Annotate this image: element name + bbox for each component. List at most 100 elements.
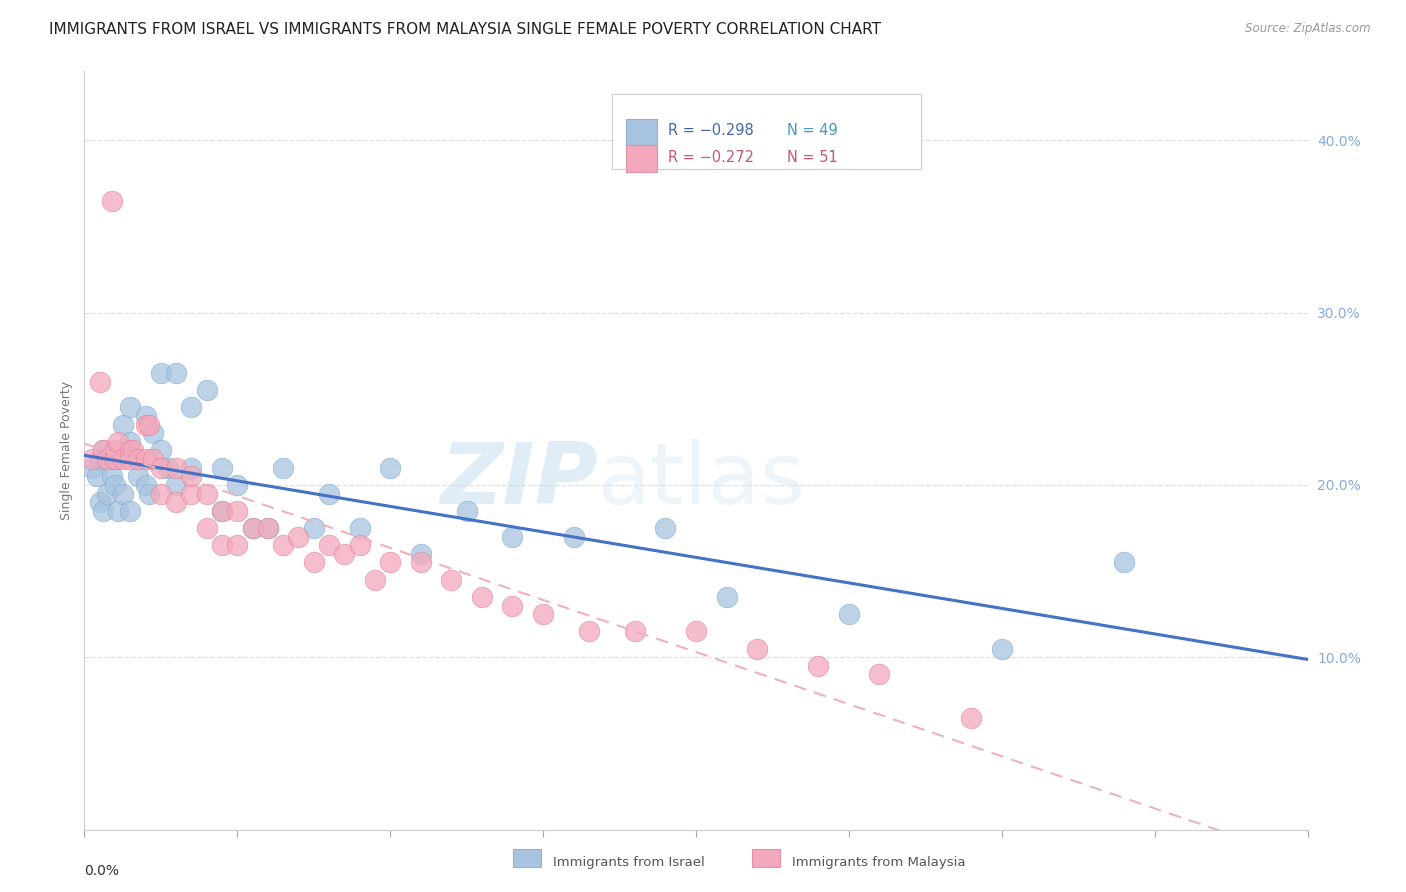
Point: [271, 460, 294, 475]
Point: [747, 641, 769, 656]
Text: N = 51: N = 51: [787, 150, 838, 165]
Point: [96, 452, 118, 467]
Point: [302, 556, 325, 570]
Point: [157, 460, 180, 475]
Point: [111, 452, 134, 467]
Point: [135, 452, 157, 467]
Point: [869, 667, 891, 681]
Point: [107, 504, 129, 518]
Point: [287, 530, 309, 544]
Point: [654, 521, 676, 535]
Point: [91, 504, 114, 518]
Point: [195, 486, 218, 500]
Point: [165, 460, 187, 475]
Point: [89, 452, 111, 467]
Point: [138, 486, 160, 500]
Point: [195, 383, 218, 397]
Point: [135, 478, 157, 492]
Point: [562, 530, 585, 544]
Point: [257, 521, 280, 535]
Point: [91, 443, 114, 458]
Point: [211, 504, 233, 518]
Point: [122, 443, 145, 458]
Point: [104, 478, 127, 492]
Point: [149, 366, 172, 380]
Point: [195, 521, 218, 535]
Point: [107, 434, 129, 449]
Point: [456, 504, 478, 518]
Point: [142, 452, 165, 467]
Point: [180, 469, 202, 483]
Point: [991, 641, 1014, 656]
Point: [578, 624, 600, 639]
Point: [349, 538, 371, 552]
Text: atlas: atlas: [598, 439, 806, 523]
Point: [180, 401, 202, 415]
Point: [149, 460, 172, 475]
Point: [226, 504, 249, 518]
Point: [349, 521, 371, 535]
Point: [89, 375, 111, 389]
Point: [101, 194, 124, 208]
Point: [149, 486, 172, 500]
Text: R = −0.272: R = −0.272: [668, 150, 754, 165]
Point: [96, 452, 118, 467]
Point: [127, 452, 149, 467]
Point: [142, 426, 165, 441]
Point: [364, 573, 387, 587]
Point: [120, 434, 142, 449]
Point: [135, 409, 157, 423]
Point: [89, 495, 111, 509]
Text: Source: ZipAtlas.com: Source: ZipAtlas.com: [1246, 22, 1371, 36]
Point: [242, 521, 264, 535]
Point: [80, 452, 103, 467]
Point: [138, 417, 160, 432]
Point: [302, 521, 325, 535]
Point: [226, 478, 249, 492]
Point: [211, 538, 233, 552]
Point: [80, 460, 103, 475]
Point: [120, 504, 142, 518]
Point: [111, 417, 134, 432]
Point: [180, 460, 202, 475]
Point: [104, 452, 127, 467]
Point: [120, 401, 142, 415]
Point: [226, 538, 249, 552]
Point: [685, 624, 707, 639]
Point: [165, 366, 187, 380]
Text: 0.0%: 0.0%: [84, 864, 120, 878]
Point: [807, 658, 830, 673]
Point: [624, 624, 647, 639]
Point: [165, 478, 187, 492]
Point: [409, 547, 432, 561]
Point: [104, 452, 127, 467]
Point: [502, 530, 524, 544]
Point: [271, 538, 294, 552]
Point: [318, 538, 340, 552]
Text: N = 49: N = 49: [787, 123, 838, 138]
Text: Immigrants from Malaysia: Immigrants from Malaysia: [792, 856, 965, 869]
Point: [101, 469, 124, 483]
Text: R = −0.298: R = −0.298: [668, 123, 754, 138]
Point: [380, 556, 402, 570]
Point: [149, 443, 172, 458]
Point: [409, 556, 432, 570]
Text: ZIP: ZIP: [440, 439, 598, 523]
Point: [380, 460, 402, 475]
Point: [440, 573, 463, 587]
Point: [531, 607, 554, 622]
Point: [165, 495, 187, 509]
Point: [333, 547, 356, 561]
Point: [120, 452, 142, 467]
Point: [120, 443, 142, 458]
Text: Immigrants from Israel: Immigrants from Israel: [553, 856, 704, 869]
Point: [960, 710, 983, 724]
Point: [716, 590, 738, 604]
Point: [104, 443, 127, 458]
Point: [471, 590, 494, 604]
Point: [211, 460, 233, 475]
Point: [242, 521, 264, 535]
Point: [127, 469, 149, 483]
Point: [180, 486, 202, 500]
Point: [502, 599, 524, 613]
